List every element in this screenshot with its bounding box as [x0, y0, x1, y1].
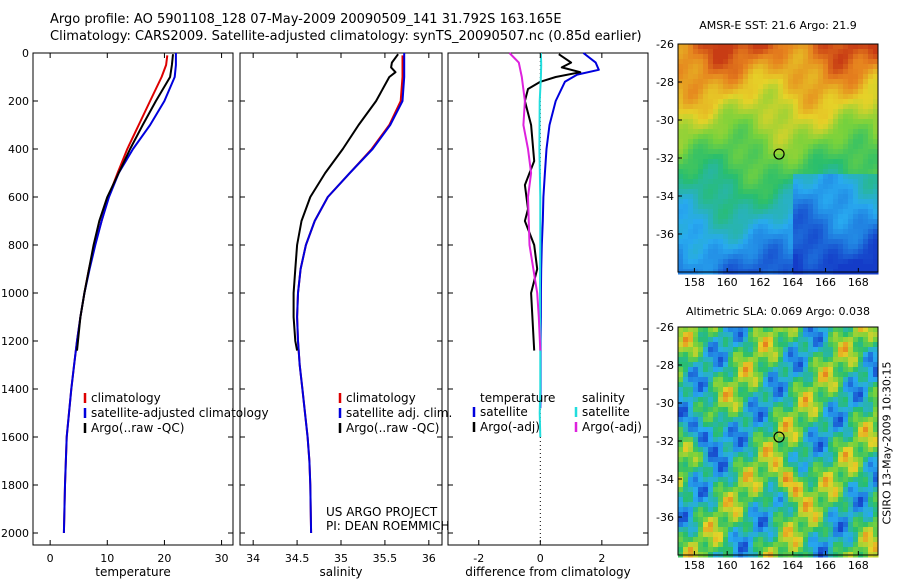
x-tick-label: 36: [422, 552, 436, 565]
x-tick-label: -2: [473, 552, 484, 565]
legend-temp-0: climatology: [91, 391, 161, 405]
x-tick-label: 2: [598, 552, 605, 565]
sst-map-field: [678, 44, 879, 275]
profile-panel-0-frame: [32, 52, 234, 546]
profile-panel-2-frame: [447, 52, 649, 546]
x-tick-label: 0: [537, 552, 544, 565]
series-line-0-2: [76, 54, 174, 351]
x-axis-label: temperature: [95, 565, 170, 579]
x-tick-label: 0: [47, 552, 54, 565]
legend-sal-2: Argo(..raw -QC): [346, 421, 439, 435]
legend-diff-s-sat: satellite: [582, 405, 630, 419]
sla-x-tick-label: 168: [848, 559, 869, 572]
sla-x-tick-label: 158: [684, 559, 705, 572]
x-tick-label: 35: [334, 552, 348, 565]
legend-diff-t-sat: satellite: [480, 405, 528, 419]
x-axis-label: salinity: [319, 565, 362, 579]
series-line-2-3: [508, 52, 542, 351]
sst-x-tick-label: 160: [717, 276, 738, 289]
sst-y-tick-label: -36: [656, 228, 674, 241]
credit-line-1: US ARGO PROJECT: [326, 505, 438, 519]
legend-temp-2: Argo(..raw -QC): [91, 421, 184, 435]
figure-title-line-2: Climatology: CARS2009. Satellite-adjuste…: [50, 29, 642, 44]
sst-x-tick-label: 164: [782, 276, 803, 289]
y-tick-label: 1000: [1, 287, 29, 300]
legend-sal-0: climatology: [346, 391, 416, 405]
y-tick-label: 1800: [1, 479, 29, 492]
series-line-0-1: [62, 53, 177, 534]
y-tick-label: 600: [8, 191, 29, 204]
x-tick-label: 10: [100, 552, 114, 565]
credit-line-2: PI: DEAN ROEMMICH: [326, 519, 449, 533]
legend-temp-1: satellite-adjusted climatology: [91, 406, 269, 420]
x-axis-label: difference from climatology: [465, 565, 631, 579]
x-tick-label: 20: [157, 552, 171, 565]
sst-map-title: AMSR-E SST: 21.6 Argo: 21.9: [699, 19, 857, 32]
sla-x-tick-label: 160: [717, 559, 738, 572]
x-tick-label: 34.5: [285, 552, 310, 565]
sst-x-tick-label: 158: [684, 276, 705, 289]
sla-x-tick-label: 164: [782, 559, 803, 572]
sla-y-tick-label: -28: [656, 359, 674, 372]
series-line-2-1: [523, 53, 582, 351]
sla-x-tick-label: 162: [749, 559, 770, 572]
sla-y-tick-label: -26: [656, 321, 674, 334]
sst-y-tick-label: -34: [656, 190, 674, 203]
sst-x-tick-label: 168: [848, 276, 869, 289]
sla-profile-marker: [773, 431, 785, 443]
sla-y-tick-label: -34: [656, 473, 674, 486]
y-tick-label: 2000: [1, 527, 29, 540]
sst-x-tick-label: 166: [815, 276, 836, 289]
series-line-1-1: [296, 53, 406, 534]
legend-group-title: salinity: [582, 391, 625, 405]
y-tick-label: 400: [8, 143, 29, 156]
figure-title-line-1: Argo profile: AO 5901108_128 07-May-2009…: [50, 12, 562, 27]
series-line-2-2: [538, 52, 543, 438]
sla-map-title: Altimetric SLA: 0.069 Argo: 0.038: [685, 305, 870, 318]
x-tick-label: 35.5: [373, 552, 398, 565]
y-tick-label: 1200: [1, 335, 29, 348]
y-tick-label: 200: [8, 95, 29, 108]
y-tick-label: 1600: [1, 431, 29, 444]
y-tick-label: 800: [8, 239, 29, 252]
x-tick-label: 34: [246, 552, 260, 565]
sst-y-tick-label: -32: [656, 152, 674, 165]
profile-panel-1-frame: [239, 52, 443, 546]
sst-y-tick-label: -28: [656, 76, 674, 89]
y-tick-label: 0: [22, 47, 29, 60]
legend-group-title: temperature: [480, 391, 555, 405]
sst-y-tick-label: -26: [656, 38, 674, 51]
legend-diff-s-argo: Argo(-adj): [582, 420, 642, 434]
sla-x-tick-label: 166: [815, 559, 836, 572]
series-line-1-2: [292, 53, 399, 351]
sla-y-tick-label: -32: [656, 435, 674, 448]
sst-x-tick-label: 162: [749, 276, 770, 289]
legend-sal-1: satellite adj. clim.: [346, 406, 452, 420]
sla-y-tick-label: -30: [656, 397, 674, 410]
y-tick-label: 1400: [1, 383, 29, 396]
x-tick-label: 30: [215, 552, 229, 565]
sst-y-tick-label: -30: [656, 114, 674, 127]
sst-profile-marker: [773, 148, 785, 160]
sla-y-tick-label: -36: [656, 511, 674, 524]
legend-diff-t-argo: Argo(-adj): [480, 420, 540, 434]
